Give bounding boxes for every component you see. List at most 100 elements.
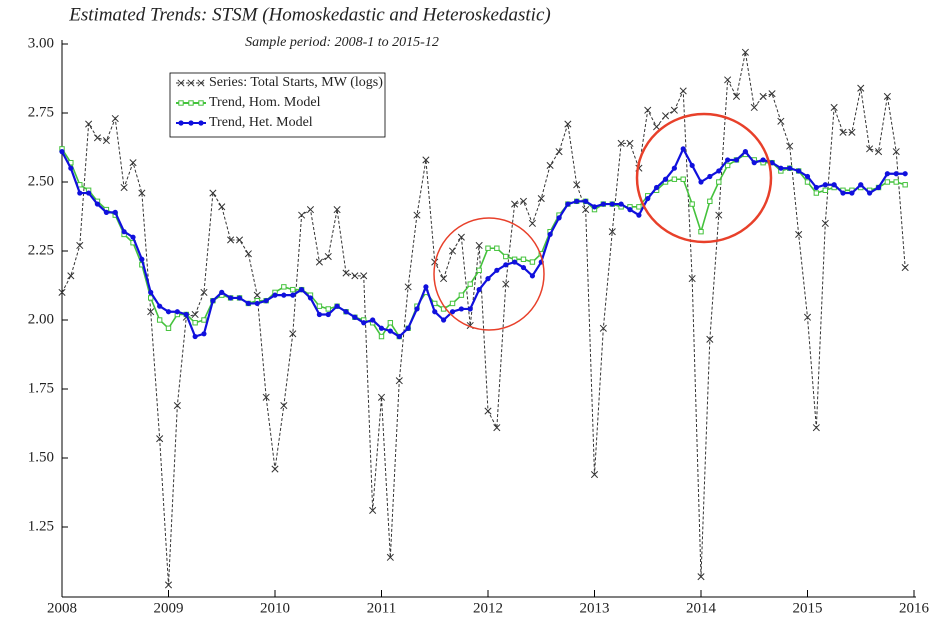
x-tick-label: 2013 [580, 600, 610, 616]
data-point [866, 145, 874, 153]
x-tick-label: 2016 [899, 600, 930, 616]
data-point [378, 333, 385, 340]
data-point [892, 148, 900, 156]
data-point [564, 120, 572, 128]
data-point [715, 211, 723, 219]
data-point [591, 204, 598, 210]
series-line [61, 148, 906, 339]
x-tick-label: 2011 [367, 600, 396, 616]
data-point [299, 287, 305, 293]
data-point [272, 292, 278, 298]
data-point [689, 162, 695, 169]
data-point [901, 264, 909, 272]
legend-marker [197, 79, 205, 87]
data-point [512, 259, 518, 265]
data-point [600, 201, 606, 207]
data-point [235, 236, 244, 244]
data-point [387, 320, 394, 326]
data-point [679, 87, 687, 95]
data-point [662, 176, 669, 182]
data-point [227, 295, 234, 301]
data-point [636, 204, 642, 210]
data-point [306, 206, 315, 214]
data-point [732, 92, 741, 100]
data-point [537, 195, 545, 203]
data-point [121, 229, 127, 235]
data-point [370, 317, 376, 323]
series-line [61, 52, 906, 585]
data-point [813, 190, 820, 196]
data-point [618, 201, 624, 207]
data-point [750, 103, 758, 112]
data-point [298, 211, 306, 219]
data-point [458, 292, 465, 298]
data-point [902, 171, 908, 177]
x-tick-label: 2010 [260, 600, 290, 616]
data-point [573, 181, 581, 189]
legend-marker [177, 79, 185, 87]
data-point [94, 201, 101, 207]
data-point [689, 201, 695, 207]
data-point [316, 303, 323, 309]
data-point [626, 139, 634, 147]
data-point [432, 309, 438, 315]
data-point [183, 311, 189, 318]
y-tick-label: 2.00 [28, 311, 54, 327]
data-point [671, 165, 677, 171]
data-point [636, 212, 642, 218]
data-point [218, 203, 226, 211]
data-point [200, 288, 208, 296]
y-tick-label: 2.25 [28, 242, 54, 258]
data-point [653, 184, 660, 191]
data-point [609, 201, 615, 207]
legend-marker [198, 120, 204, 126]
data-point [520, 256, 527, 262]
data-point [555, 148, 563, 156]
data-point [173, 402, 181, 410]
data-point [147, 308, 155, 316]
legend-marker [188, 120, 194, 126]
data-point [653, 123, 661, 131]
data-point [467, 281, 473, 287]
data-point [387, 328, 393, 334]
data-point [707, 198, 713, 205]
data-point [893, 171, 899, 177]
data-point [245, 300, 251, 307]
data-point [59, 149, 65, 155]
data-point [396, 333, 402, 340]
data-point [520, 264, 527, 271]
x-tick-label: 2009 [154, 600, 184, 616]
highlight-circle [635, 112, 773, 244]
data-point [148, 295, 154, 301]
data-point [192, 333, 198, 340]
data-point [725, 157, 731, 163]
data-point [670, 106, 678, 114]
data-point [884, 171, 890, 177]
data-point [582, 206, 590, 214]
data-point [449, 309, 456, 315]
data-point [325, 306, 331, 312]
data-point [68, 165, 74, 171]
chart-subtitle: Sample period: 2008-1 to 2015-12 [245, 35, 439, 50]
data-point [324, 252, 332, 261]
data-point [280, 402, 288, 410]
data-point [875, 184, 882, 191]
data-point [724, 162, 731, 169]
data-point [857, 84, 865, 92]
data-point [219, 289, 225, 295]
legend-label: Series: Total Starts, MW (logs) [209, 75, 383, 90]
data-point [281, 284, 287, 290]
data-point [422, 156, 430, 164]
data-point [503, 262, 509, 268]
data-point [707, 173, 713, 180]
data-point [201, 331, 207, 337]
data-point [440, 317, 447, 323]
data-point [849, 190, 855, 196]
data-point [369, 506, 377, 514]
data-point [111, 114, 119, 123]
data-point [804, 179, 811, 185]
data-point [386, 553, 394, 561]
y-tick-label: 1.50 [28, 449, 54, 465]
data-point [457, 233, 465, 241]
